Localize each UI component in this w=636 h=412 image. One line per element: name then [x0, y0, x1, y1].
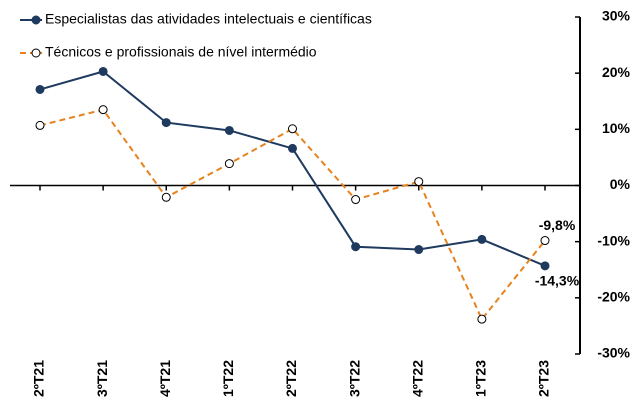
legend-label: Técnicos e profissionais de nível interm… — [45, 44, 317, 60]
x-tick-label: 2ºT21 — [31, 360, 47, 397]
x-tick-label: 1ºT22 — [220, 360, 236, 397]
legend-marker — [31, 15, 41, 25]
x-tick-label: 4ºT22 — [409, 360, 425, 397]
point — [224, 159, 234, 169]
x-tick-label: 3ºT22 — [346, 360, 362, 397]
series-line — [39, 108, 546, 322]
point — [414, 245, 424, 255]
point — [35, 84, 45, 94]
y-tick-label: 30% — [602, 8, 631, 24]
point — [540, 236, 550, 246]
x-tick-label: 4ºT21 — [157, 360, 173, 397]
point — [351, 195, 361, 205]
y-tick-label: -10% — [597, 232, 630, 248]
y-tick-label: 0% — [610, 176, 631, 192]
point — [477, 314, 487, 324]
series-line — [39, 70, 546, 267]
value-label: -14,3% — [535, 273, 580, 289]
y-tick-label: -30% — [597, 345, 630, 361]
point — [98, 105, 108, 115]
x-tick-label: 2ºT22 — [283, 360, 299, 397]
value-label: -9,8% — [539, 217, 576, 233]
y-tick-label: -20% — [597, 289, 630, 305]
point — [224, 125, 234, 135]
point — [477, 234, 487, 244]
y-tick-label: 10% — [602, 120, 631, 136]
point — [161, 192, 171, 202]
x-tick-label: 3ºT21 — [94, 360, 110, 397]
x-tick-label: 2ºT23 — [536, 360, 552, 397]
point — [351, 242, 361, 252]
legend-marker — [31, 48, 41, 58]
point — [288, 143, 297, 153]
point — [414, 177, 424, 187]
point — [98, 66, 108, 76]
y-tick-label: 20% — [602, 64, 631, 80]
point — [288, 124, 297, 134]
legend-label: Especialistas das atividades intelectuai… — [45, 11, 372, 27]
point — [161, 118, 171, 128]
x-tick-label: 1ºT23 — [473, 360, 489, 397]
point — [35, 120, 45, 130]
point — [540, 261, 550, 271]
